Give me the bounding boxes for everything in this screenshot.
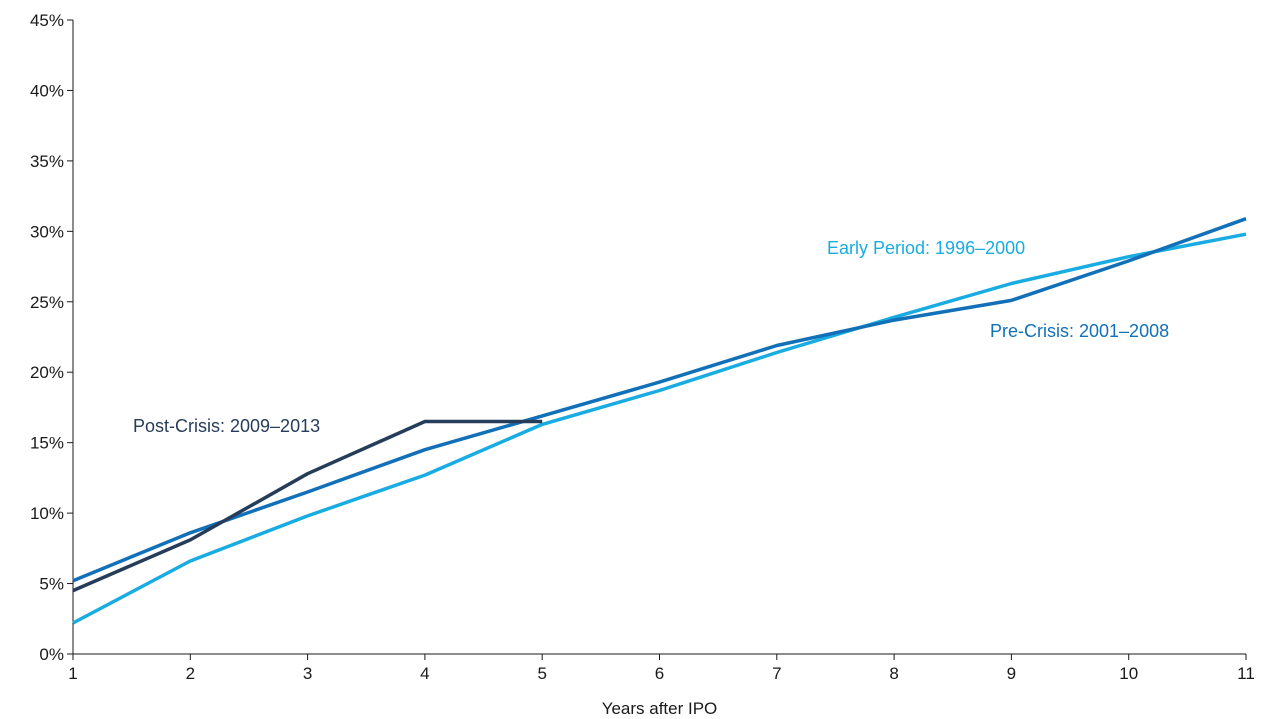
x-axis: 1 2 3 4 5 6 7 8 9 10 11 Years after IPO bbox=[68, 653, 1255, 718]
x-tick-label: 1 bbox=[68, 664, 77, 683]
x-tick-label: 4 bbox=[420, 664, 429, 683]
x-tick-label: 2 bbox=[186, 664, 195, 683]
x-ticks: 1 2 3 4 5 6 7 8 9 10 11 bbox=[68, 654, 1255, 683]
y-tick-label: 40% bbox=[30, 81, 64, 100]
y-axis: 0% 5% 10% 15% 20% 25% 30% 35% 40% 45% bbox=[30, 11, 74, 664]
x-tick-label: 6 bbox=[655, 664, 664, 683]
y-tick-label: 5% bbox=[39, 575, 64, 594]
x-tick-label: 10 bbox=[1119, 664, 1138, 683]
series-label-0: Early Period: 1996–2000 bbox=[827, 238, 1025, 258]
x-tick-label: 9 bbox=[1007, 664, 1016, 683]
series-label-2: Post-Crisis: 2009–2013 bbox=[133, 416, 320, 436]
series-lines bbox=[72, 217, 1247, 625]
y-tick-label: 0% bbox=[39, 645, 64, 664]
series-labels: Early Period: 1996–2000 Pre-Crisis: 2001–… bbox=[133, 238, 1169, 436]
y-tick-label: 20% bbox=[30, 363, 64, 382]
x-axis-title: Years after IPO bbox=[602, 699, 718, 718]
y-tick-label: 35% bbox=[30, 152, 64, 171]
x-tick-label: 11 bbox=[1237, 664, 1255, 683]
x-tick-label: 5 bbox=[537, 664, 546, 683]
x-tick-label: 7 bbox=[772, 664, 781, 683]
y-tick-label: 15% bbox=[30, 434, 64, 453]
series-line-1 bbox=[72, 217, 1247, 583]
y-tick-label: 30% bbox=[30, 222, 64, 241]
y-ticks: 0% 5% 10% 15% 20% 25% 30% 35% 40% 45% bbox=[30, 11, 73, 664]
y-tick-label: 25% bbox=[30, 293, 64, 312]
x-tick-label: 8 bbox=[889, 664, 898, 683]
series-line-2 bbox=[72, 419, 543, 593]
y-tick-label: 45% bbox=[30, 11, 64, 30]
y-tick-label: 10% bbox=[30, 504, 64, 523]
series-line-0 bbox=[72, 232, 1247, 625]
x-tick-label: 3 bbox=[303, 664, 312, 683]
series-label-1: Pre-Crisis: 2001–2008 bbox=[990, 321, 1169, 341]
